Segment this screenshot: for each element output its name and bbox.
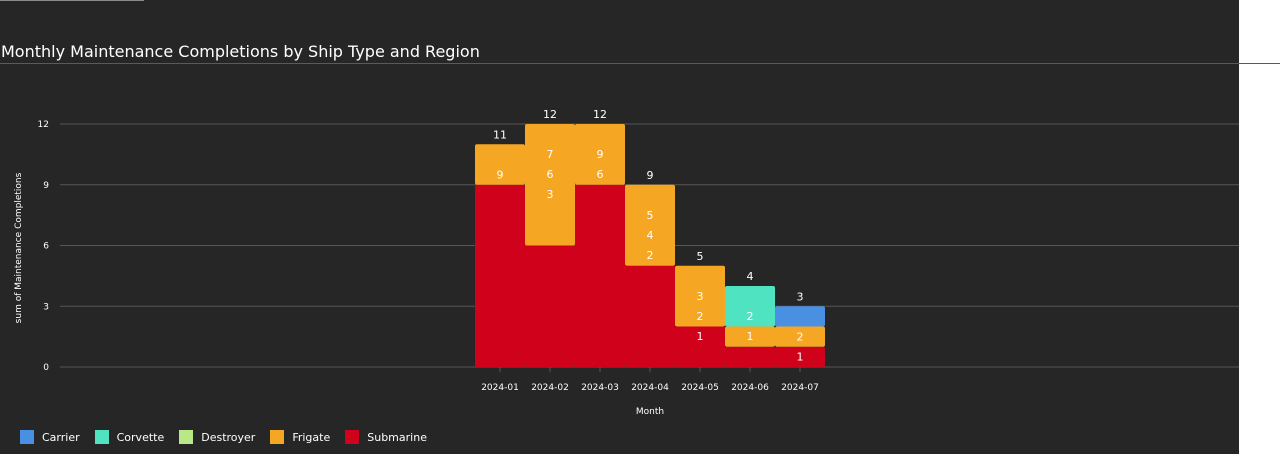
bar-segment-submarine <box>775 346 825 367</box>
chart-title: Monthly Maintenance Completions by Ship … <box>1 42 480 61</box>
bar-segment-frigate <box>475 144 525 185</box>
bar-value-label: 9 <box>597 148 604 161</box>
bar-total-label: 11 <box>493 128 507 141</box>
legend-swatch <box>345 430 360 444</box>
x-tick-label: 2024-05 <box>681 383 719 393</box>
bar-value-label: 2 <box>747 310 754 323</box>
chart-legend: Carrier Corvette Destroyer Frigate Submarine <box>20 430 442 444</box>
bar-segment-carrier <box>775 306 825 327</box>
legend-label: Carrier <box>42 430 80 444</box>
y-tick-label: 6 <box>43 242 49 252</box>
legend-label: Submarine <box>367 430 427 444</box>
bar-total-label: 5 <box>697 250 704 263</box>
legend-label: Corvette <box>116 430 165 444</box>
legend-item-frigate[interactable]: Frigate <box>270 430 330 444</box>
bar-total-label: 9 <box>647 169 654 182</box>
legend-item-destroyer[interactable]: Destroyer <box>179 430 255 444</box>
bar-value-label: 5 <box>647 209 654 222</box>
bar-value-label: 2 <box>797 330 804 343</box>
bar-value-label: 1 <box>747 330 754 343</box>
legend-swatch <box>179 430 194 444</box>
legend-item-corvette[interactable]: Corvette <box>94 430 165 444</box>
bar-segment-submarine <box>475 184 525 367</box>
bar-total-label: 12 <box>593 108 607 121</box>
title-divider <box>0 63 1280 64</box>
bar-segment-frigate <box>725 326 775 347</box>
legend-label: Frigate <box>292 430 331 444</box>
bar-value-label: 1 <box>697 330 704 343</box>
bar-value-label: 1 <box>797 350 804 363</box>
top-tab-indicator <box>0 0 144 1</box>
bar-segment-frigate <box>675 265 725 327</box>
y-tick-label: 3 <box>43 302 49 312</box>
bar-segment-submarine <box>725 346 775 367</box>
bar-value-label: 3 <box>697 290 704 303</box>
bar-segment-frigate <box>525 124 575 246</box>
y-axis-title: sum of Maintenance Completions <box>14 172 24 323</box>
bar-segment-corvette <box>725 286 775 327</box>
bar-total-label: 4 <box>747 270 754 283</box>
bar-segment-frigate <box>775 326 825 347</box>
bar-segment-frigate <box>625 184 675 266</box>
bar-segment-submarine <box>675 326 725 367</box>
x-tick-label: 2024-01 <box>481 383 519 393</box>
bar-segment-submarine <box>625 265 675 367</box>
bar-value-label: 2 <box>697 310 704 323</box>
bar-total-label: 3 <box>797 290 804 303</box>
x-tick-label: 2024-04 <box>631 383 669 393</box>
bar-value-label: 3 <box>547 188 554 201</box>
y-tick-label: 0 <box>43 363 49 373</box>
x-tick-label: 2024-03 <box>581 383 619 393</box>
legend-swatch <box>270 430 285 444</box>
bar-value-label: 6 <box>547 168 554 181</box>
x-axis-title: Month <box>636 407 664 417</box>
x-tick-label: 2024-07 <box>781 383 819 393</box>
x-tick-label: 2024-06 <box>731 383 769 393</box>
x-tick-label: 2024-02 <box>531 383 569 393</box>
y-tick-label: 9 <box>43 181 49 191</box>
legend-swatch <box>94 430 109 444</box>
bar-segment-submarine <box>575 184 625 367</box>
bar-segment-submarine <box>525 245 575 367</box>
bar-value-label: 4 <box>647 229 654 242</box>
bar-segment-frigate <box>575 124 625 185</box>
bar-total-label: 12 <box>543 108 557 121</box>
legend-swatch <box>20 430 34 444</box>
bar-value-label: 9 <box>497 168 504 181</box>
bar-value-label: 6 <box>597 168 604 181</box>
legend-label: Destroyer <box>201 430 256 444</box>
legend-item-carrier[interactable]: Carrier <box>20 430 80 444</box>
bar-value-label: 2 <box>647 249 654 262</box>
bar-value-label: 7 <box>547 148 554 161</box>
legend-item-submarine[interactable]: Submarine <box>345 430 427 444</box>
y-tick-label: 12 <box>38 120 49 130</box>
